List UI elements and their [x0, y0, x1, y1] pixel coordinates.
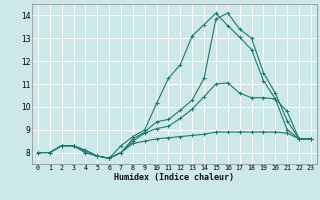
- X-axis label: Humidex (Indice chaleur): Humidex (Indice chaleur): [115, 173, 234, 182]
